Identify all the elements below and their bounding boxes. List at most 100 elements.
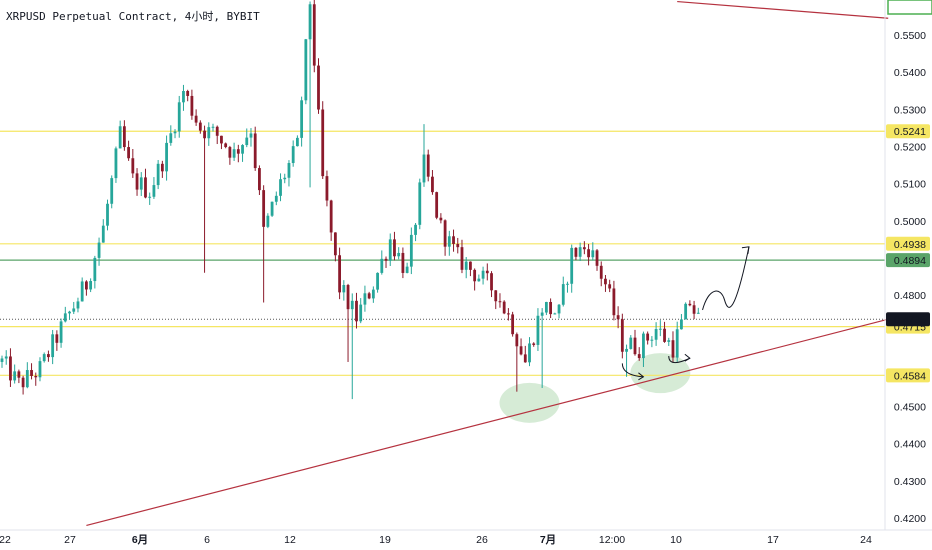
candle-body xyxy=(671,340,675,358)
upper-drawing-box[interactable] xyxy=(887,0,932,15)
candle-body xyxy=(249,133,253,138)
candle-body xyxy=(523,354,527,363)
candle-body xyxy=(296,137,299,147)
candle-body xyxy=(190,95,194,116)
candle-body xyxy=(684,303,688,320)
time-tick-label: 26 xyxy=(476,534,488,546)
candle-body xyxy=(380,258,384,273)
level-label-text: 0.4584 xyxy=(894,370,926,382)
candle-body xyxy=(376,272,379,290)
candle-body xyxy=(338,255,341,293)
candle-body xyxy=(604,278,607,285)
candle-body xyxy=(426,154,430,177)
time-axis[interactable]: 22 27 6月 6 12 19 26 7月 12:00 10 17 24 xyxy=(0,534,872,546)
candle-body xyxy=(477,278,481,282)
candle-body xyxy=(355,300,358,322)
candle-body xyxy=(68,311,71,314)
bounce-arrow-head xyxy=(638,372,645,381)
candle-body xyxy=(287,163,291,178)
candle-body xyxy=(582,247,586,250)
candle-body xyxy=(160,163,164,172)
support-zone-ellipse xyxy=(630,353,691,394)
candle-body xyxy=(262,190,266,227)
candle-body xyxy=(447,236,451,247)
candle-body xyxy=(363,293,367,305)
candle-body xyxy=(131,158,135,174)
candle-body xyxy=(308,4,312,40)
candle-body xyxy=(346,285,350,310)
trendlines[interactable] xyxy=(86,0,889,527)
candle-body xyxy=(481,270,485,279)
price-axis[interactable]: 0.5500 0.5400 0.5300 0.5200 0.5100 0.5000 0.48… xyxy=(894,30,926,525)
candle-body xyxy=(667,340,671,342)
level-label-box xyxy=(886,236,930,251)
annotation-arrows[interactable] xyxy=(621,246,750,381)
candle-body xyxy=(203,130,206,139)
candle-body xyxy=(30,370,33,376)
time-tick-label: 10 xyxy=(670,534,682,546)
candle-body xyxy=(55,334,59,343)
candle-body xyxy=(540,312,544,316)
price-tick-label: 0.5100 xyxy=(894,179,926,191)
candle-body xyxy=(325,176,329,201)
candle-body xyxy=(696,312,700,314)
upper-trendline[interactable] xyxy=(677,0,889,19)
candle-body xyxy=(532,343,536,345)
candle-body xyxy=(101,225,105,243)
candle-body xyxy=(93,257,97,282)
candle-body xyxy=(0,358,4,362)
candle-body xyxy=(388,239,392,261)
candle-body xyxy=(312,4,316,66)
candle-body xyxy=(89,281,93,290)
candle-body xyxy=(515,334,519,347)
candle-body xyxy=(317,65,320,110)
horizontal-levels[interactable] xyxy=(0,130,885,376)
candle-body xyxy=(405,266,409,273)
candle-body xyxy=(47,354,50,358)
candle-body xyxy=(688,303,692,306)
candle-body xyxy=(570,247,574,284)
projection-arrow-path[interactable] xyxy=(702,246,750,311)
last-price-label-box xyxy=(886,312,930,327)
candle-body xyxy=(680,319,683,330)
time-tick-label: 19 xyxy=(379,534,391,546)
candle-body xyxy=(342,285,346,293)
candle-body xyxy=(464,261,468,270)
candle-body xyxy=(498,301,502,303)
candle-body xyxy=(329,200,333,233)
candle-body xyxy=(452,236,455,244)
price-tick-label: 0.5500 xyxy=(894,30,926,42)
candle-body xyxy=(245,137,249,146)
candle-body xyxy=(561,284,565,305)
bounce-arrow-path[interactable] xyxy=(621,363,644,378)
candle-body xyxy=(578,247,582,257)
candle-body xyxy=(544,301,548,313)
price-tick-label: 0.5300 xyxy=(894,104,926,116)
candle-body xyxy=(401,252,405,273)
candle-body xyxy=(654,329,658,340)
time-tick-label: 22 xyxy=(0,534,11,546)
candle-body xyxy=(110,178,114,204)
level-label-text: 0.4894 xyxy=(894,255,926,267)
level-label-text: 0.4938 xyxy=(894,239,926,251)
candle-body xyxy=(51,334,55,358)
candle-body xyxy=(549,301,552,315)
candle-body xyxy=(612,288,616,316)
bounce-arrow-head xyxy=(684,353,691,362)
projection-arrow-head xyxy=(741,246,750,254)
candle-body xyxy=(80,281,84,302)
candle-body xyxy=(616,315,620,320)
candle-body xyxy=(409,234,413,267)
candle-body xyxy=(393,239,396,257)
candle-body xyxy=(258,168,261,191)
ascending-trendline[interactable] xyxy=(86,318,889,527)
candle-body xyxy=(418,182,422,225)
level-label-box xyxy=(886,253,930,268)
bounce-arrow-path[interactable] xyxy=(668,355,691,364)
candle-body xyxy=(591,250,595,258)
support-zones xyxy=(499,353,691,423)
candle-body xyxy=(279,179,282,196)
price-tick-label: 0.5200 xyxy=(894,141,926,153)
